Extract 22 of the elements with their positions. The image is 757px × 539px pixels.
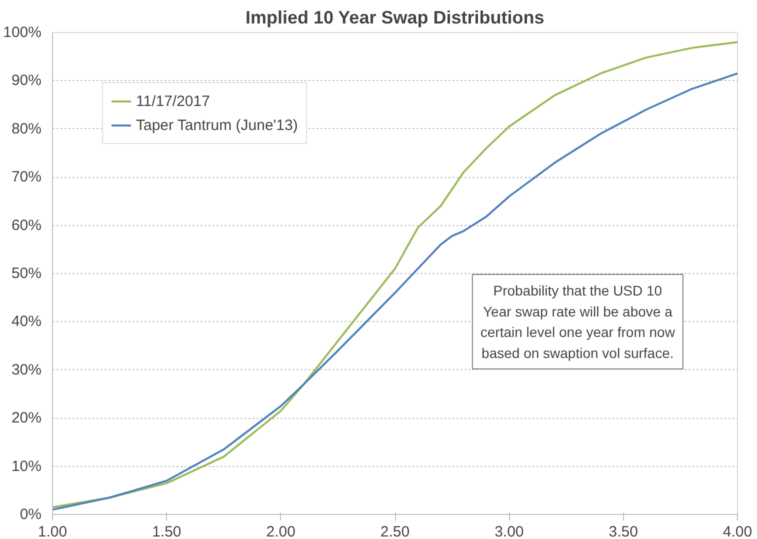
y-tick-label: 40%	[11, 313, 42, 330]
legend-label: Taper Tantrum (June'13)	[136, 116, 298, 134]
x-tick-label: 1.00	[38, 524, 68, 539]
y-tick-label: 50%	[11, 265, 42, 282]
y-tick-label: 20%	[11, 410, 42, 427]
y-tick-label: 100%	[3, 24, 42, 41]
x-tick-label: 3.50	[608, 524, 638, 539]
y-tick-label: 0%	[20, 506, 42, 523]
y-tick-label: 30%	[11, 361, 42, 378]
x-tick-label: 1.50	[152, 524, 182, 539]
chart-title: Implied 10 Year Swap Distributions	[245, 8, 544, 28]
annotation: Probability that the USD 10 Year swap rate will be above a certain level one year from now based on swaption vol surface.	[480, 282, 676, 361]
x-tick-label: 4.00	[722, 524, 752, 539]
y-tick-label: 10%	[11, 458, 42, 475]
x-tick-label: 3.00	[494, 524, 524, 539]
legend-label: 11/17/2017	[136, 92, 210, 110]
x-tick-label: 2.00	[266, 524, 296, 539]
y-tick-label: 90%	[11, 72, 42, 90]
y-tick-label: 80%	[11, 120, 42, 138]
y-tick-label: 70%	[11, 168, 42, 186]
y-tick-label: 60%	[11, 216, 42, 234]
x-tick-label: 2.50	[380, 524, 410, 539]
